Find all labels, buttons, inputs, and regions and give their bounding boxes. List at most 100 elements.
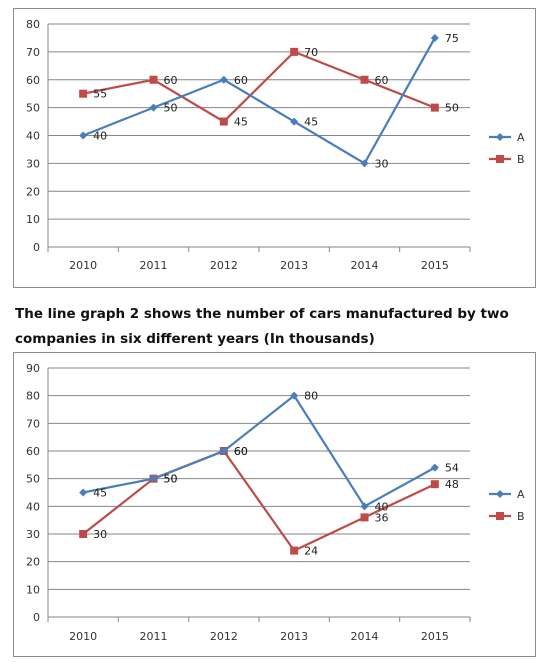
legend-marker	[496, 155, 504, 163]
data-point-a	[360, 159, 369, 168]
data-label-b: 50	[164, 473, 178, 486]
legend-entry-b: B	[489, 510, 525, 523]
data-label-a: 30	[375, 157, 389, 170]
y-tick-label: 60	[26, 74, 40, 87]
x-tick-label: 2011	[140, 630, 168, 643]
y-tick-label: 0	[33, 611, 40, 624]
y-tick-label: 50	[26, 102, 40, 115]
data-label-a: 50	[164, 102, 178, 115]
y-tick-label: 60	[26, 445, 40, 458]
data-point-b	[149, 75, 158, 84]
y-tick-label: 0	[33, 241, 40, 254]
data-label-b: 45	[234, 116, 248, 129]
data-point-a	[149, 103, 158, 112]
y-tick-label: 70	[26, 417, 40, 430]
data-label-b: 36	[375, 511, 389, 524]
data-label-a: 45	[93, 487, 107, 500]
data-label-a: 40	[93, 130, 107, 143]
legend-marker	[496, 512, 504, 520]
data-label-b: 70	[304, 46, 318, 59]
series-a	[79, 391, 439, 511]
data-point-a	[79, 131, 88, 140]
data-label-a: 54	[445, 462, 459, 475]
data-label-b: 55	[93, 88, 107, 101]
y-tick-label: 20	[26, 185, 40, 198]
y-tick-label: 40	[26, 500, 40, 513]
x-tick-label: 2015	[421, 630, 449, 643]
y-tick-label: 20	[26, 556, 40, 569]
data-label-a: 40	[375, 500, 389, 513]
y-tick-label: 40	[26, 130, 40, 143]
y-tick-label: 10	[26, 213, 40, 226]
data-point-a	[290, 117, 299, 126]
data-point-b	[219, 117, 228, 126]
y-tick-label: 10	[26, 583, 40, 596]
line-chart-1: 0 10 20 30 40 50 60 70 80 2010 2011 2012 2013 2014 201…	[13, 8, 536, 288]
x-tick-label: 2013	[280, 630, 308, 643]
legend-label: A	[517, 131, 525, 144]
data-label-b: 60	[164, 74, 178, 87]
y-tick-label: 80	[26, 18, 40, 31]
x-tick-label: 2010	[69, 259, 97, 272]
data-label-b: 60	[234, 445, 248, 458]
data-point-b	[360, 75, 369, 84]
data-point-b	[430, 103, 439, 112]
data-point-a	[360, 502, 369, 511]
data-point-b	[430, 480, 439, 489]
y-tick-label: 80	[26, 390, 40, 403]
legend-marker	[496, 133, 504, 141]
data-point-a	[290, 391, 299, 400]
series-line-b	[82, 50, 436, 123]
data-label-a: 45	[304, 116, 318, 129]
data-point-b	[290, 546, 299, 555]
data-point-a	[430, 463, 439, 472]
series-line-b	[82, 449, 436, 552]
series-line-a	[82, 37, 436, 165]
x-tick-label: 2014	[351, 259, 379, 272]
legend-label: A	[517, 488, 525, 501]
legend-entry-a: A	[489, 131, 525, 144]
x-tick-label: 2011	[140, 259, 168, 272]
data-label-b: 30	[93, 528, 107, 541]
data-point-b	[290, 47, 299, 56]
data-label-a: 75	[445, 32, 459, 45]
x-tick-label: 2013	[280, 259, 308, 272]
chart-caption: The line graph 2 shows the number of car…	[15, 306, 509, 347]
data-label-a: 60	[234, 74, 248, 87]
data-point-a	[219, 75, 228, 84]
x-tick-label: 2015	[421, 259, 449, 272]
y-tick-label: 50	[26, 473, 40, 486]
y-tick-label: 70	[26, 46, 40, 59]
data-label-a: 80	[304, 390, 318, 403]
legend-entry-a: A	[489, 488, 525, 501]
data-label-a: 60	[234, 445, 248, 458]
series-line-a	[82, 394, 436, 508]
data-label-b: 60	[375, 74, 389, 87]
data-point-a	[79, 488, 88, 497]
data-point-b	[360, 513, 369, 522]
legend-label: B	[517, 510, 525, 523]
data-point-b	[79, 530, 88, 538]
y-tick-label: 30	[26, 528, 40, 541]
y-tick-label: 90	[26, 362, 40, 375]
data-label-b: 24	[304, 545, 318, 558]
series-a	[79, 33, 439, 168]
line-chart-2-svg: 0 10 20 30 40 50 60 70 80 90 2010 2011 2012 2013 2014 2…	[26, 362, 525, 643]
line-chart-2: 0 10 20 30 40 50 60 70 80 90 2010 2011 2012 2013 2014 2…	[13, 352, 536, 657]
y-tick-label: 30	[26, 157, 40, 170]
x-tick-label: 2012	[210, 630, 238, 643]
data-point-a	[219, 447, 228, 455]
data-label-a: 50	[164, 473, 178, 486]
data-label-b: 50	[445, 102, 459, 115]
x-tick-label: 2012	[210, 259, 238, 272]
series-b	[79, 47, 439, 126]
legend-marker	[496, 490, 504, 498]
x-tick-label: 2010	[69, 630, 97, 643]
x-tick-label: 2014	[351, 630, 379, 643]
legend-label: B	[517, 153, 525, 166]
line-chart-1-svg: 0 10 20 30 40 50 60 70 80 2010 2011 2012 2013 2014 201…	[26, 18, 525, 272]
data-point-b	[79, 89, 88, 98]
data-point-a	[430, 33, 439, 42]
legend-entry-b: B	[489, 153, 525, 166]
data-label-b: 48	[445, 478, 459, 491]
